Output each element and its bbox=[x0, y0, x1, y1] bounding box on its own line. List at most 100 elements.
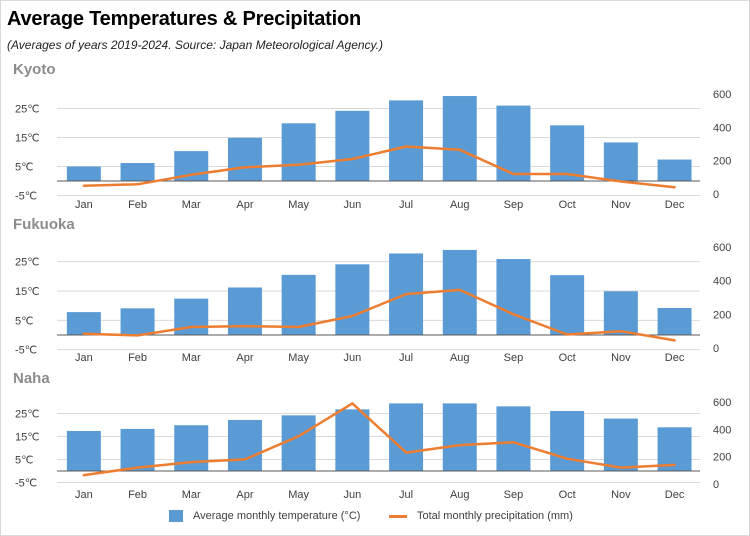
legend-precipitation-label: Total monthly precipitation (mm) bbox=[417, 510, 573, 522]
x-tick-label: Oct bbox=[559, 489, 576, 501]
x-tick-label: Aug bbox=[450, 352, 470, 364]
y-right-tick-label: 400 bbox=[713, 424, 731, 436]
temperature-bar bbox=[120, 308, 155, 335]
panel-title: Naha bbox=[13, 370, 50, 387]
y-right-tick-label: 600 bbox=[713, 397, 731, 409]
precipitation-line bbox=[82, 402, 676, 477]
x-tick-label: Sep bbox=[504, 199, 524, 211]
y-right-tick-label: 0 bbox=[713, 479, 719, 491]
x-tick-label: Oct bbox=[559, 199, 576, 211]
y-left-tick-label: 5℃ bbox=[15, 162, 33, 174]
temperature-bar bbox=[657, 308, 692, 335]
temperature-bar bbox=[335, 110, 370, 181]
x-tick-label: Apr bbox=[236, 199, 253, 211]
x-tick-label: Sep bbox=[504, 489, 524, 501]
x-tick-label: Jan bbox=[75, 352, 93, 364]
chart-subtitle: (Averages of years 2019-2024. Source: Ja… bbox=[7, 38, 383, 52]
x-tick-label: Apr bbox=[236, 352, 253, 364]
y-left-tick-label: 25℃ bbox=[15, 409, 40, 421]
temperature-bar bbox=[281, 123, 316, 181]
y-right-tick-label: 0 bbox=[713, 343, 719, 355]
y-right-tick-label: 600 bbox=[713, 242, 731, 254]
legend-temperature-label: Average monthly temperature (°C) bbox=[193, 510, 361, 522]
x-tick-label: Sep bbox=[504, 352, 524, 364]
chart-title: Average Temperatures & Precipitation bbox=[7, 8, 362, 30]
temperature-bar bbox=[335, 264, 370, 335]
y-left-tick-label: 15℃ bbox=[15, 432, 40, 444]
temperature-bar bbox=[335, 409, 370, 471]
temperature-bar bbox=[281, 415, 316, 471]
y-left-tick-label: -5℃ bbox=[15, 345, 37, 357]
temperature-bar bbox=[120, 428, 155, 471]
legend: Average monthly temperature (°C) Total m… bbox=[1, 507, 749, 525]
x-tick-label: May bbox=[288, 199, 309, 211]
y-left-tick-label: -5℃ bbox=[15, 478, 37, 490]
y-right-tick-label: 200 bbox=[713, 156, 731, 168]
temperature-bar bbox=[227, 419, 262, 471]
x-tick-label: Jan bbox=[75, 489, 93, 501]
temperature-bar bbox=[227, 137, 262, 181]
x-tick-label: Nov bbox=[611, 489, 631, 501]
x-tick-label: Jun bbox=[343, 199, 361, 211]
temperature-bar bbox=[550, 275, 585, 335]
legend-precipitation: Total monthly precipitation (mm) bbox=[389, 507, 573, 525]
precipitation-line bbox=[82, 288, 676, 342]
temperature-bar bbox=[442, 96, 477, 181]
x-tick-label: Jul bbox=[399, 199, 413, 211]
temperature-bar bbox=[120, 163, 155, 181]
y-right-tick-label: 400 bbox=[713, 122, 731, 134]
temperature-bar bbox=[442, 249, 477, 335]
temperature-bar bbox=[550, 410, 585, 471]
temperature-bar bbox=[66, 430, 101, 471]
temperature-bar bbox=[496, 259, 531, 335]
temperature-bar bbox=[603, 418, 638, 471]
x-tick-label: Jan bbox=[75, 199, 93, 211]
temperature-bar bbox=[66, 312, 101, 335]
y-right-tick-label: 200 bbox=[713, 309, 731, 321]
y-left-tick-label: 15℃ bbox=[15, 286, 40, 298]
x-tick-label: Feb bbox=[128, 489, 147, 501]
legend-temperature: Average monthly temperature (°C) bbox=[169, 507, 360, 525]
x-tick-label: Dec bbox=[665, 352, 685, 364]
x-tick-label: May bbox=[288, 489, 309, 501]
temperature-bar bbox=[603, 142, 638, 181]
y-left-tick-label: 5℃ bbox=[15, 455, 33, 467]
x-tick-label: Mar bbox=[182, 199, 201, 211]
legend-bar-swatch bbox=[169, 510, 183, 522]
x-tick-label: Mar bbox=[182, 489, 201, 501]
x-tick-label: Nov bbox=[611, 352, 631, 364]
legend-line-swatch bbox=[389, 514, 407, 518]
x-tick-label: Dec bbox=[665, 489, 685, 501]
panel-title: Fukuoka bbox=[13, 216, 75, 233]
temperature-bar bbox=[389, 403, 424, 471]
y-right-tick-label: 600 bbox=[713, 89, 731, 101]
temperature-bar bbox=[657, 159, 692, 181]
x-tick-label: Feb bbox=[128, 352, 147, 364]
y-right-tick-label: 0 bbox=[713, 189, 719, 201]
x-tick-label: Feb bbox=[128, 199, 147, 211]
x-tick-label: Jun bbox=[343, 489, 361, 501]
x-tick-label: Jul bbox=[399, 352, 413, 364]
temperature-bar bbox=[603, 291, 638, 335]
x-tick-label: Nov bbox=[611, 199, 631, 211]
y-left-tick-label: -5℃ bbox=[15, 191, 37, 203]
y-left-tick-label: 15℃ bbox=[15, 133, 40, 145]
y-right-tick-label: 200 bbox=[713, 452, 731, 464]
x-tick-label: Dec bbox=[665, 199, 685, 211]
x-tick-label: Mar bbox=[182, 352, 201, 364]
x-tick-label: Aug bbox=[450, 199, 470, 211]
precipitation-line bbox=[82, 145, 676, 189]
temperature-bar bbox=[227, 287, 262, 335]
x-tick-label: May bbox=[288, 352, 309, 364]
x-tick-label: Aug bbox=[450, 489, 470, 501]
temperature-bar bbox=[496, 406, 531, 471]
temperature-bar bbox=[389, 100, 424, 181]
x-tick-label: Oct bbox=[559, 352, 576, 364]
y-left-tick-label: 25℃ bbox=[15, 104, 40, 116]
x-tick-label: Jun bbox=[343, 352, 361, 364]
temperature-bar bbox=[442, 403, 477, 471]
y-left-tick-label: 25℃ bbox=[15, 257, 40, 269]
x-tick-label: Apr bbox=[236, 489, 253, 501]
